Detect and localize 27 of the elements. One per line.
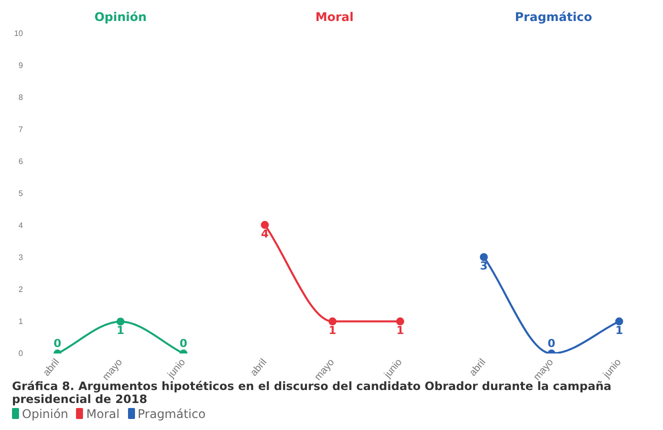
y-tick-label: 2: [18, 284, 24, 294]
chart-title: Opinión: [93, 9, 148, 26]
data-label: 1: [116, 324, 124, 337]
y-tick-label: 8: [18, 92, 24, 102]
data-label: 0: [180, 336, 188, 350]
text: Gráfica 8. Argumentos hipotéticos en el discurso del candidato Obrador durante la campaña presidencial de 2018: [12, 379, 612, 406]
legend-label: Opinión: [22, 407, 68, 421]
data-label: 1: [396, 324, 404, 337]
chart-title: Pragmático: [514, 9, 594, 26]
y-tick-label: 0: [18, 348, 24, 358]
data-label: 0: [54, 336, 62, 350]
y-tick-label: 4: [18, 220, 24, 230]
chart-title: Moral: [314, 9, 355, 26]
data-label: 1: [615, 324, 623, 337]
data-label: 1: [328, 324, 336, 337]
data-label: 0: [548, 336, 556, 350]
y-tick-label: 1: [18, 316, 24, 326]
y-tick-label: 3: [18, 252, 24, 262]
y-tick-label: 9: [18, 60, 24, 70]
y-tick-label: 10: [14, 29, 24, 38]
y-tick-label: 6: [18, 156, 24, 166]
legend-label: Moral: [86, 407, 120, 421]
data-label: 3: [480, 259, 488, 272]
data-label: 4: [261, 227, 270, 240]
y-tick-label: 5: [18, 188, 24, 198]
y-tick-label: 7: [18, 124, 24, 134]
legend-label: Pragmático: [138, 407, 206, 421]
